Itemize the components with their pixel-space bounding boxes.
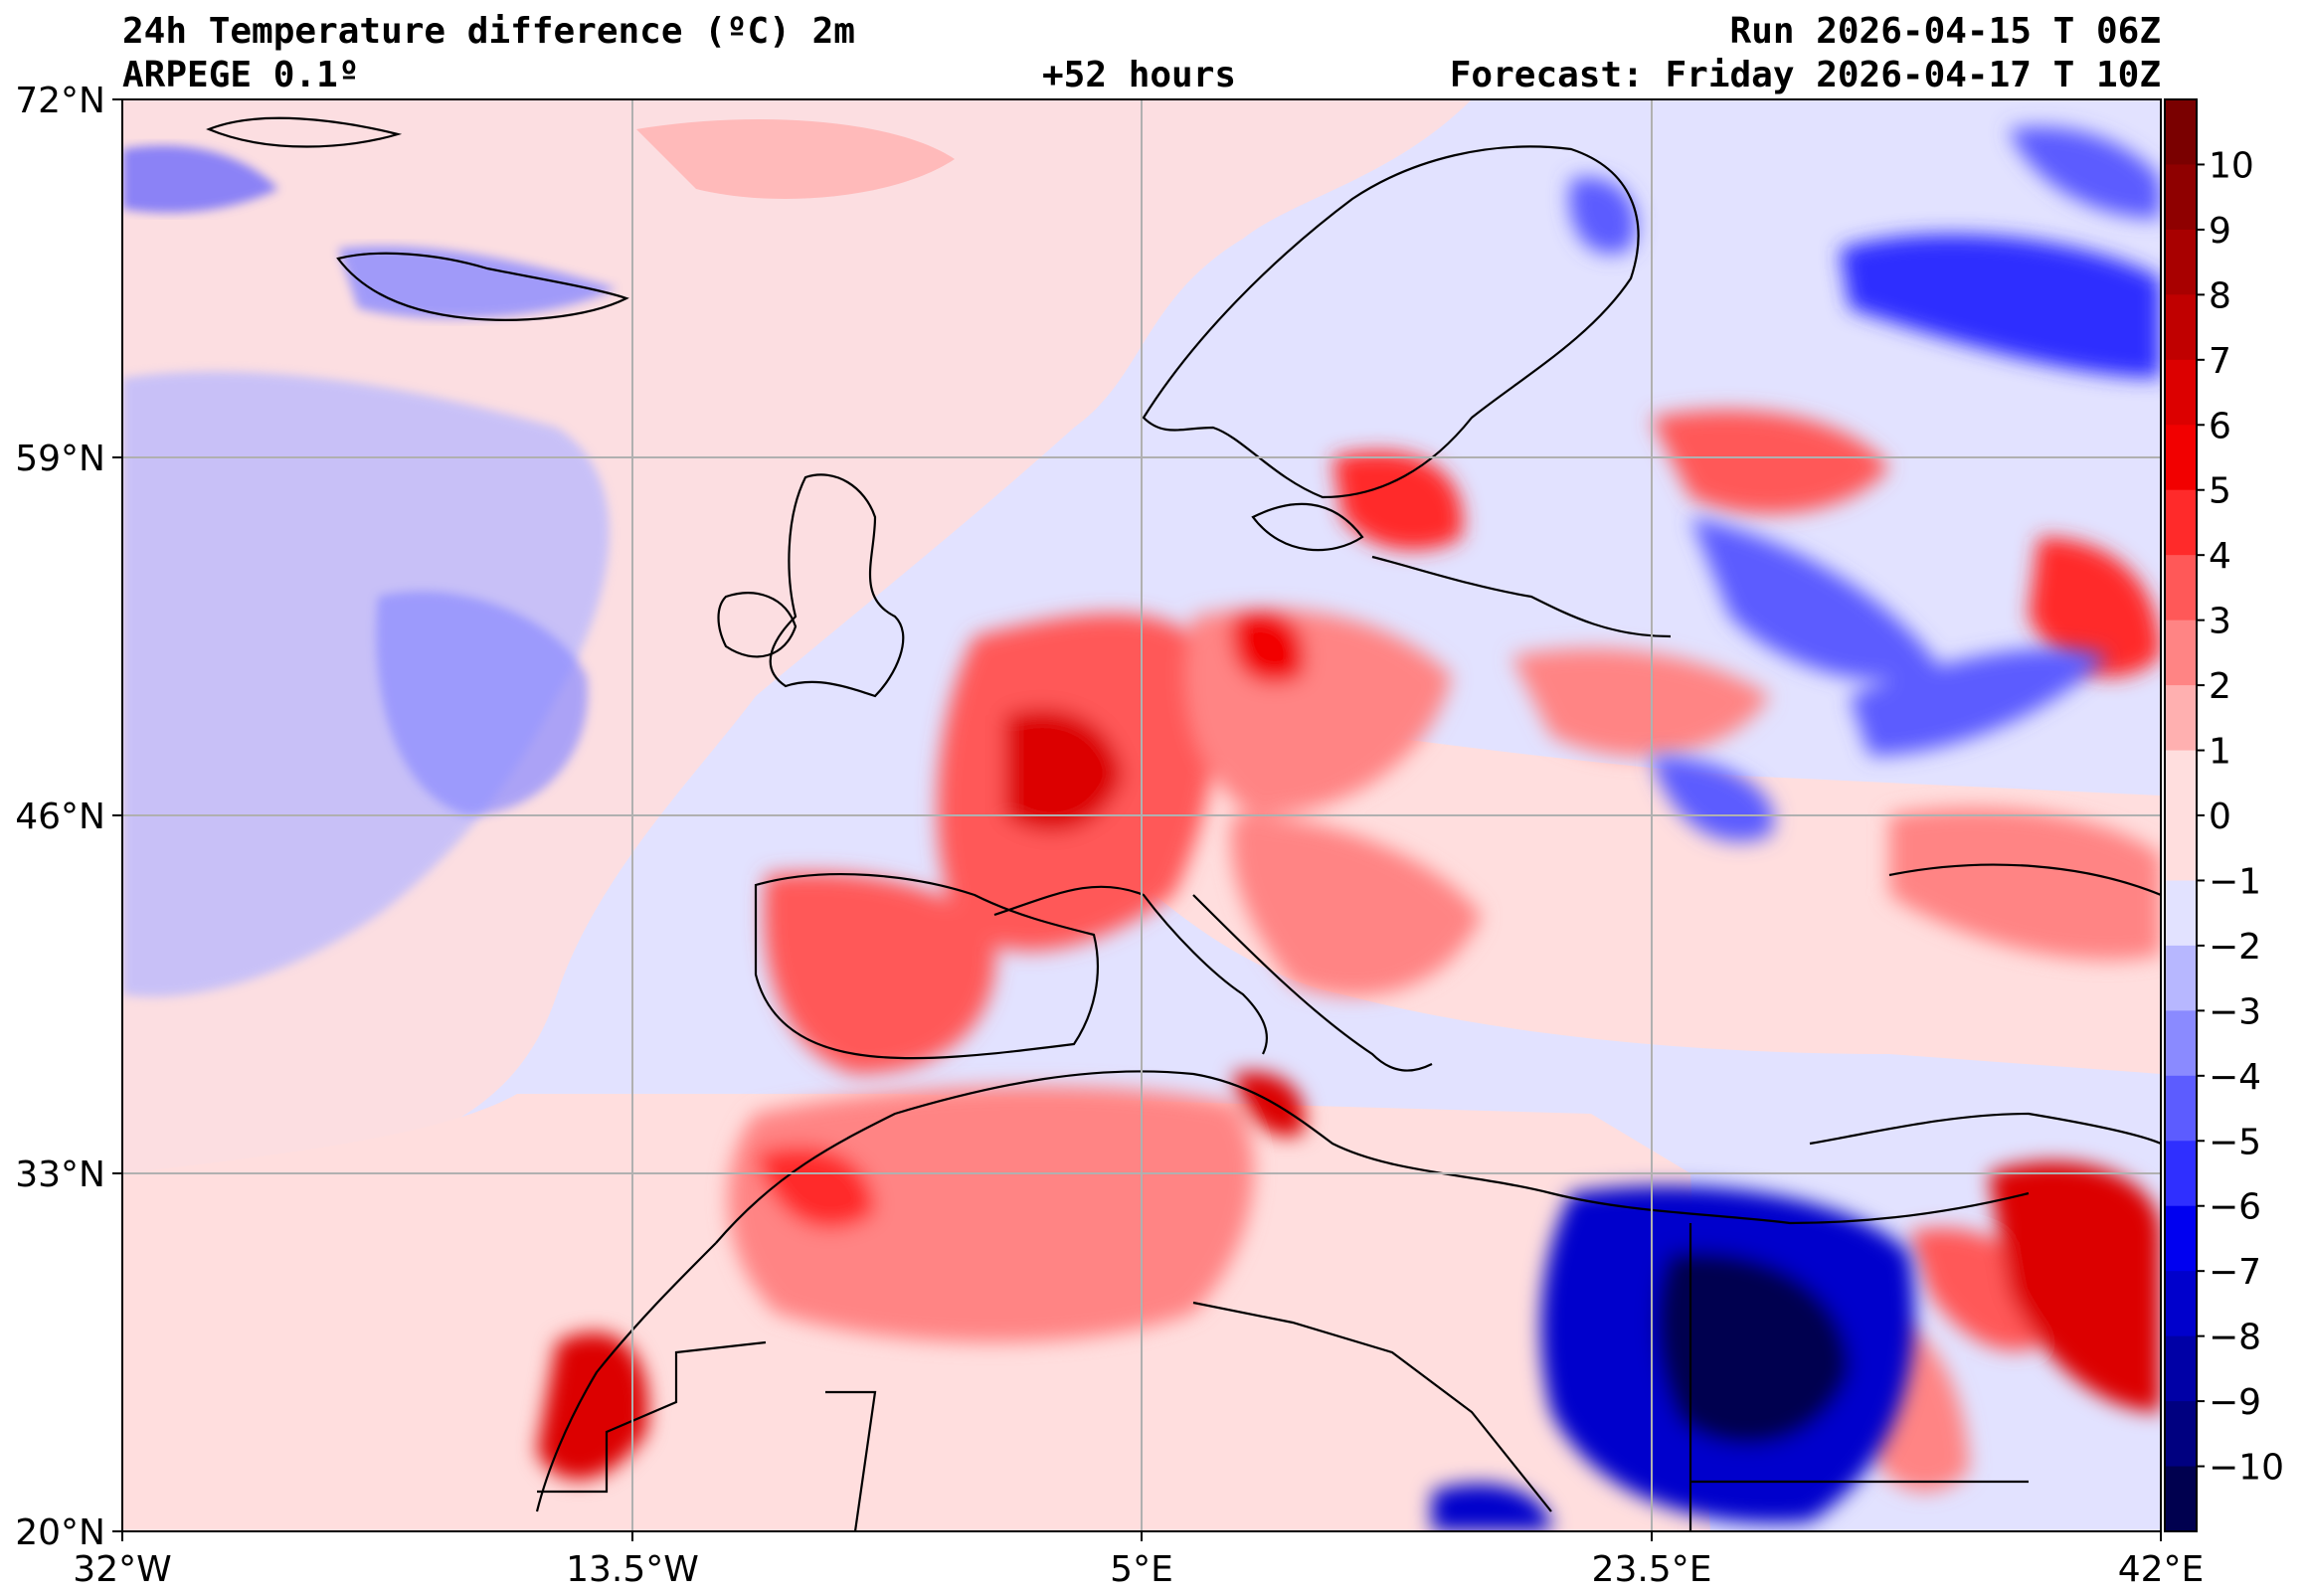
colorbar-band [2165, 359, 2197, 426]
colorbar-band [2165, 620, 2197, 686]
colorbar-tick-label: 1 [2209, 732, 2231, 773]
colorbar-tick-label: −6 [2209, 1187, 2261, 1228]
colorbar-tick-label: 8 [2209, 275, 2231, 316]
lead-time: +52 hours [1042, 55, 1237, 95]
colorbar-band [2165, 489, 2197, 556]
colorbar-tick-label: −5 [2209, 1122, 2261, 1162]
colorbar-tick-label: −10 [2209, 1448, 2284, 1489]
temperature-field [122, 99, 2161, 1531]
colorbar-band [2165, 425, 2197, 491]
lon-label: 42°E [2118, 1549, 2205, 1590]
run-time: Run 2026-04-15 T 06Z [1729, 11, 2161, 52]
colorbar-tick-label: −3 [2209, 991, 2261, 1032]
colorbar-tick-label: 7 [2209, 341, 2231, 382]
colorbar-tick-label: −8 [2209, 1318, 2261, 1358]
colorbar-band [2165, 1010, 2197, 1077]
colorbar-band [2165, 229, 2197, 295]
colorbar-tick-label: 10 [2209, 145, 2254, 186]
colorbar-band [2165, 880, 2197, 947]
colorbar-band [2165, 1075, 2197, 1142]
colorbar-band [2165, 1401, 2197, 1468]
colorbar-tick-label: −1 [2209, 861, 2261, 902]
colorbar-band [2165, 99, 2197, 166]
coastlines [206, 116, 2161, 1531]
lon-label: 13.5°W [566, 1549, 699, 1590]
lon-label: 5°E [1110, 1549, 1173, 1590]
forecast-time: Forecast: Friday 2026-04-17 T 10Z [1449, 55, 2161, 95]
model-name: ARPEGE 0.1º [122, 55, 360, 95]
colorbar-tick-label: −7 [2209, 1252, 2261, 1293]
colorbar-tick-label: −9 [2209, 1382, 2261, 1423]
lat-label: 46°N [15, 797, 105, 837]
colorbar-tick-label: 2 [2209, 666, 2231, 707]
colorbar-band [2165, 1205, 2197, 1272]
colorbar-band [2165, 945, 2197, 1011]
colorbar-band [2165, 1141, 2197, 1207]
axis-ticks [112, 98, 2162, 1541]
colorbar-band [2165, 750, 2197, 816]
graticule [122, 99, 2161, 1531]
lat-label: 72°N [15, 81, 105, 121]
colorbar-tick-label: 9 [2209, 211, 2231, 252]
colorbar-tick-label: 5 [2209, 471, 2231, 512]
colorbar-band [2165, 164, 2197, 231]
colorbar-band [2165, 1335, 2197, 1402]
lat-label: 33°N [15, 1154, 105, 1195]
lat-label: 59°N [15, 439, 105, 479]
map-title: 24h Temperature difference (ºC) 2m [122, 11, 855, 52]
colorbar-tick-label: −2 [2209, 927, 2261, 968]
lat-label: 20°N [15, 1512, 105, 1553]
lon-label: 23.5°E [1592, 1549, 1712, 1590]
colorbar-band [2165, 555, 2197, 621]
colorbar-band [2165, 1466, 2197, 1532]
colorbar-tick-label: 3 [2209, 602, 2231, 642]
colorbar-tick-label: 4 [2209, 536, 2231, 577]
colorbar-tick-label: 0 [2209, 797, 2231, 837]
colorbar-band [2165, 685, 2197, 752]
colorbar-tick-label: 6 [2209, 406, 2231, 446]
colorbar-band [2165, 294, 2197, 361]
colorbar-tick-label: −4 [2209, 1057, 2261, 1098]
colorbar-band [2165, 815, 2197, 882]
colorbar-band [2165, 1271, 2197, 1337]
lon-label: 32°W [73, 1549, 171, 1590]
